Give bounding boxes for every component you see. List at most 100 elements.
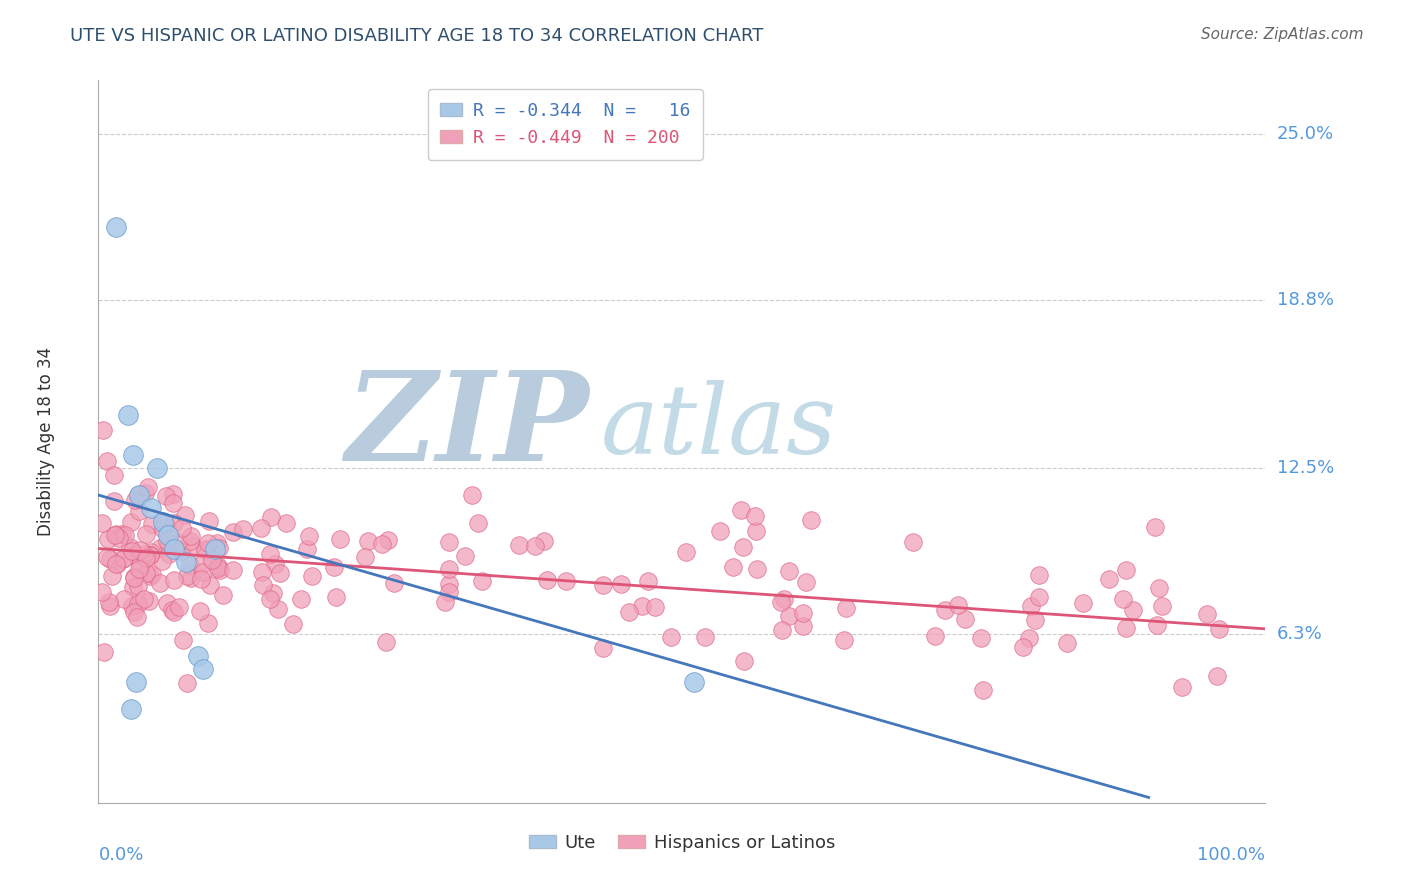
Point [156, 534, 179, 549]
Point [709, 524, 731, 539]
Point [162, 487, 184, 501]
Point [523, 539, 546, 553]
Point [382, 575, 405, 590]
Point [100, 569, 122, 583]
Point [252, 578, 274, 592]
Point [1018, 631, 1040, 645]
Point [167, 599, 190, 614]
Point [301, 569, 323, 583]
Text: 100.0%: 100.0% [1198, 847, 1265, 864]
Point [157, 547, 180, 561]
Point [179, 533, 201, 548]
Point [204, 541, 226, 556]
Point [152, 522, 174, 536]
Point [170, 543, 193, 558]
Point [1147, 581, 1170, 595]
Point [744, 509, 766, 524]
Point [250, 566, 273, 580]
Text: 0.0%: 0.0% [98, 847, 143, 864]
Point [100, 552, 122, 566]
Point [1111, 592, 1133, 607]
Point [121, 599, 143, 613]
Point [329, 532, 352, 546]
Point [174, 555, 197, 569]
Point [1144, 519, 1167, 533]
Point [141, 566, 163, 581]
Point [357, 533, 380, 548]
Text: ZIP: ZIP [344, 367, 589, 488]
Point [149, 575, 172, 590]
Point [132, 591, 155, 606]
Point [107, 531, 129, 545]
Point [96, 549, 118, 564]
Point [903, 534, 925, 549]
Point [155, 489, 177, 503]
Point [127, 488, 149, 502]
Point [832, 633, 855, 648]
Point [354, 550, 377, 565]
Point [128, 488, 150, 502]
Point [139, 548, 162, 562]
Point [120, 515, 142, 529]
Point [259, 547, 281, 561]
Point [193, 662, 215, 676]
Point [105, 557, 128, 571]
Point [617, 605, 640, 619]
Point [434, 595, 457, 609]
Point [105, 527, 128, 541]
Point [163, 605, 186, 619]
Point [209, 563, 232, 577]
Point [769, 595, 792, 609]
Point [955, 612, 977, 626]
Point [181, 539, 204, 553]
Point [325, 591, 347, 605]
Point [150, 553, 173, 567]
Point [195, 542, 218, 557]
Point [630, 599, 652, 614]
Point [637, 574, 659, 588]
Point [794, 574, 817, 589]
Point [471, 574, 494, 588]
Point [122, 580, 145, 594]
Point [194, 542, 217, 557]
Point [180, 529, 202, 543]
Point [197, 536, 219, 550]
Point [112, 591, 135, 606]
Point [117, 408, 139, 422]
Point [250, 521, 273, 535]
Text: Source: ZipAtlas.com: Source: ZipAtlas.com [1201, 27, 1364, 42]
Point [1152, 599, 1174, 613]
Text: 12.5%: 12.5% [1277, 459, 1334, 477]
Point [745, 524, 768, 538]
Point [122, 448, 145, 462]
Point [212, 588, 235, 602]
Point [536, 573, 558, 587]
Point [467, 516, 489, 530]
Point [1056, 636, 1078, 650]
Point [134, 485, 156, 500]
Point [610, 577, 633, 591]
Point [176, 676, 198, 690]
Point [190, 572, 212, 586]
Point [508, 538, 530, 552]
Point [276, 516, 298, 531]
Point [129, 558, 152, 572]
Point [1019, 599, 1042, 614]
Point [156, 596, 179, 610]
Point [124, 492, 146, 507]
Point [1122, 603, 1144, 617]
Point [533, 534, 555, 549]
Point [103, 467, 125, 482]
Text: 6.3%: 6.3% [1277, 625, 1322, 643]
Point [207, 561, 229, 575]
Point [1073, 596, 1095, 610]
Point [221, 564, 243, 578]
Point [90, 585, 112, 599]
Point [149, 541, 172, 556]
Point [166, 535, 188, 549]
Point [1146, 618, 1168, 632]
Point [198, 577, 221, 591]
Point [122, 605, 145, 619]
Point [1208, 622, 1230, 636]
Point [179, 558, 201, 572]
